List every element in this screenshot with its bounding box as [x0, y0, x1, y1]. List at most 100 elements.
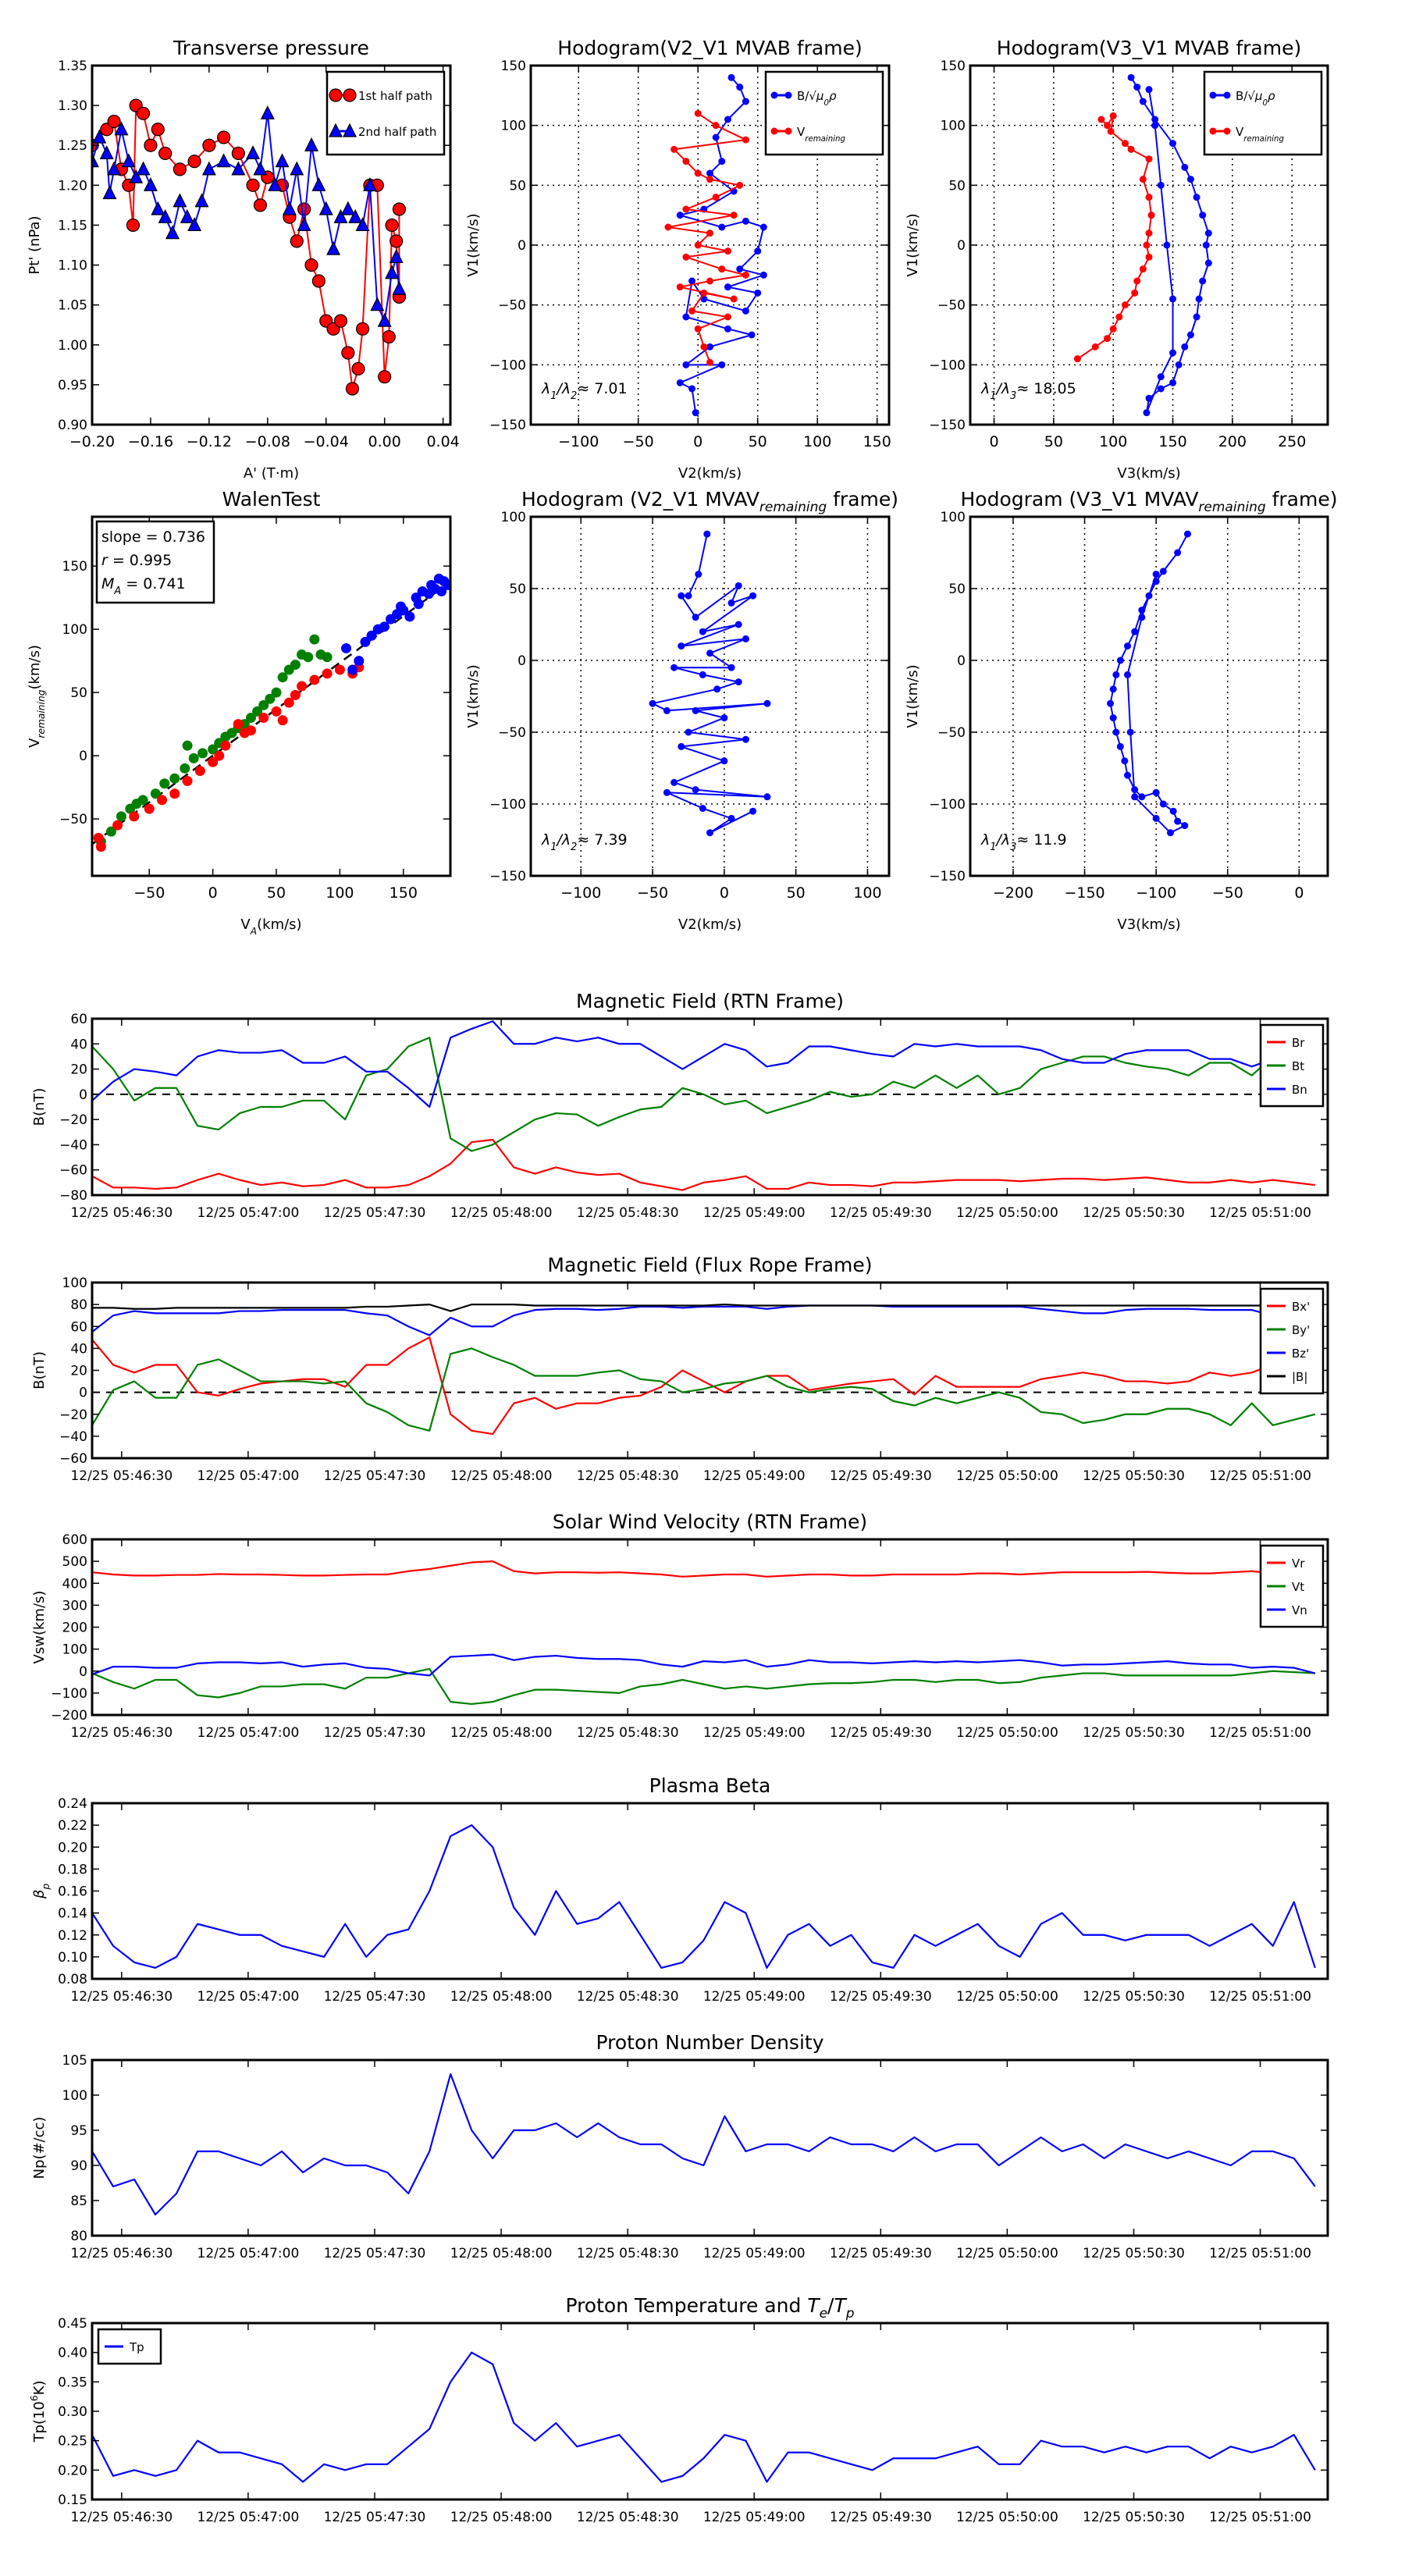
- chart-panel-2: 0 50 100 150 200 250 −150 −100 −50 0 50 100 150 Hodog…: [905, 37, 1329, 482]
- data-point: [1169, 807, 1177, 815]
- x-tick-label: 12/25 05:50:30: [1083, 1205, 1185, 1221]
- eigenvalue-ratio-annotation-part: ≈ 7.39: [577, 831, 627, 849]
- data-point: [304, 137, 318, 151]
- legend-label-part: Bz': [1292, 1347, 1309, 1361]
- y-tick-label: 100: [62, 1642, 87, 1658]
- x-tick-label: 12/25 05:48:00: [450, 1205, 553, 1221]
- y-tick-label: 0.22: [58, 1818, 87, 1834]
- eigenvalue-ratio-annotation-part: 2: [571, 390, 577, 402]
- data-point: [355, 217, 370, 232]
- chart-title-part: Hodogram(V3_V1 MVAB frame): [997, 37, 1301, 59]
- x-tick-label: −200: [993, 884, 1033, 902]
- legend-label-part: V: [797, 125, 806, 139]
- y-tick-label: 85: [70, 2194, 87, 2209]
- chart-title-part: Hodogram (V3_V1 MVAV: [961, 488, 1199, 511]
- data-point: [1183, 530, 1191, 538]
- data-point: [1193, 313, 1200, 321]
- chart-title: Proton Temperature and Te/Tp: [565, 2294, 854, 2322]
- y-tick-label: 0.35: [58, 2375, 87, 2390]
- x-tick-label: 12/25 05:47:00: [197, 1205, 300, 1221]
- plot-area: [92, 1020, 1316, 1191]
- x-tick-label: 12/25 05:50:30: [1083, 1989, 1185, 2005]
- y-tick-label: 105: [62, 2053, 87, 2069]
- legend-label-part: Bx': [1292, 1300, 1310, 1314]
- y-tick-label: −150: [929, 869, 966, 884]
- data-point: [151, 201, 165, 215]
- eigenvalue-ratio-annotation: λ1/λ2≈ 7.01: [541, 380, 628, 402]
- data-point: [1152, 788, 1160, 796]
- legend-label: Vn: [1292, 1603, 1307, 1617]
- data-point: [318, 201, 333, 215]
- data-point: [718, 361, 726, 368]
- x-tick-label: −50: [623, 433, 654, 450]
- data-point: [246, 178, 260, 192]
- data-point: [188, 753, 199, 763]
- eigenvalue-ratio-annotation-part: λ: [541, 380, 550, 397]
- data-point: [398, 605, 409, 616]
- x-axis-label: V2(km/s): [678, 465, 742, 482]
- series-line-2: [92, 1020, 1316, 1108]
- y-tick-label: 100: [941, 510, 966, 525]
- x-tick-label: 12/25 05:46:30: [70, 1205, 173, 1221]
- data-point: [385, 265, 400, 279]
- eigenvalue-ratio-annotation-part: 3: [1010, 841, 1016, 853]
- x-axis-label-part: V3(km/s): [1117, 465, 1180, 482]
- data-point: [692, 786, 699, 794]
- data-point: [1145, 592, 1153, 600]
- data-point: [754, 289, 762, 297]
- legend-marker: [1223, 127, 1231, 135]
- data-point: [1151, 122, 1159, 130]
- legend-label-part: μ: [816, 89, 824, 103]
- data-point: [389, 234, 404, 248]
- data-point: [107, 114, 121, 129]
- series-line-1: [92, 1037, 1315, 1152]
- legend-label: 1st half path: [358, 89, 432, 103]
- y-tick-label: −50: [59, 812, 87, 827]
- x-tick-label: 12/25 05:47:00: [197, 1725, 300, 1741]
- data-point: [649, 699, 656, 707]
- x-tick-label: 12/25 05:49:30: [830, 2246, 932, 2261]
- data-point: [341, 346, 355, 360]
- x-tick-label: −0.08: [245, 433, 290, 450]
- data-point: [1152, 814, 1160, 822]
- x-tick-label: 12/25 05:50:30: [1083, 1468, 1185, 1484]
- data-point: [165, 225, 180, 240]
- data-point: [730, 212, 738, 219]
- legend-label: Br: [1292, 1036, 1305, 1050]
- x-tick-label: 100: [803, 433, 831, 450]
- x-tick-label: 12/25 05:49:00: [703, 1468, 806, 1484]
- x-axis-label-part: V3(km/s): [1117, 916, 1180, 933]
- y-tick-label: 80: [70, 2229, 87, 2244]
- x-tick-label: 12/25 05:51:00: [1209, 1205, 1311, 1221]
- data-point: [201, 161, 216, 176]
- data-point: [275, 153, 290, 168]
- x-tick-label: 12/25 05:47:30: [324, 2246, 426, 2261]
- legend-marker: [329, 123, 343, 137]
- chart-title: Hodogram(V3_V1 MVAB frame): [997, 37, 1301, 59]
- data-point: [258, 713, 269, 724]
- data-point: [436, 586, 447, 597]
- data-point: [216, 153, 231, 168]
- data-point: [1175, 361, 1183, 368]
- data-point: [1204, 259, 1212, 267]
- data-point: [720, 714, 728, 722]
- data-point: [706, 829, 713, 837]
- data-point: [187, 155, 201, 169]
- x-tick-label: 12/25 05:46:30: [70, 1725, 173, 1741]
- y-tick-label: 0: [79, 749, 87, 764]
- chart-title: Magnetic Field (Flux Rope Frame): [547, 1254, 872, 1276]
- x-tick-label: 12/25 05:50:00: [956, 1468, 1058, 1484]
- data-point: [1199, 277, 1207, 285]
- chart-title-part: Magnetic Field (RTN Frame): [576, 990, 844, 1012]
- data-point: [214, 750, 225, 761]
- x-tick-label: 100: [325, 884, 354, 902]
- x-tick-label: 12/25 05:47:30: [324, 1205, 426, 1221]
- data-point: [107, 161, 122, 176]
- stats-line: MA = 0.741: [101, 575, 186, 597]
- y-tick-label: 0: [79, 1087, 87, 1103]
- data-point: [694, 325, 702, 333]
- legend-label: |B|: [1292, 1370, 1307, 1384]
- data-point: [290, 689, 301, 700]
- x-tick-label: 12/25 05:49:00: [703, 2246, 806, 2261]
- x-tick-label: 12/25 05:49:00: [703, 1989, 806, 2005]
